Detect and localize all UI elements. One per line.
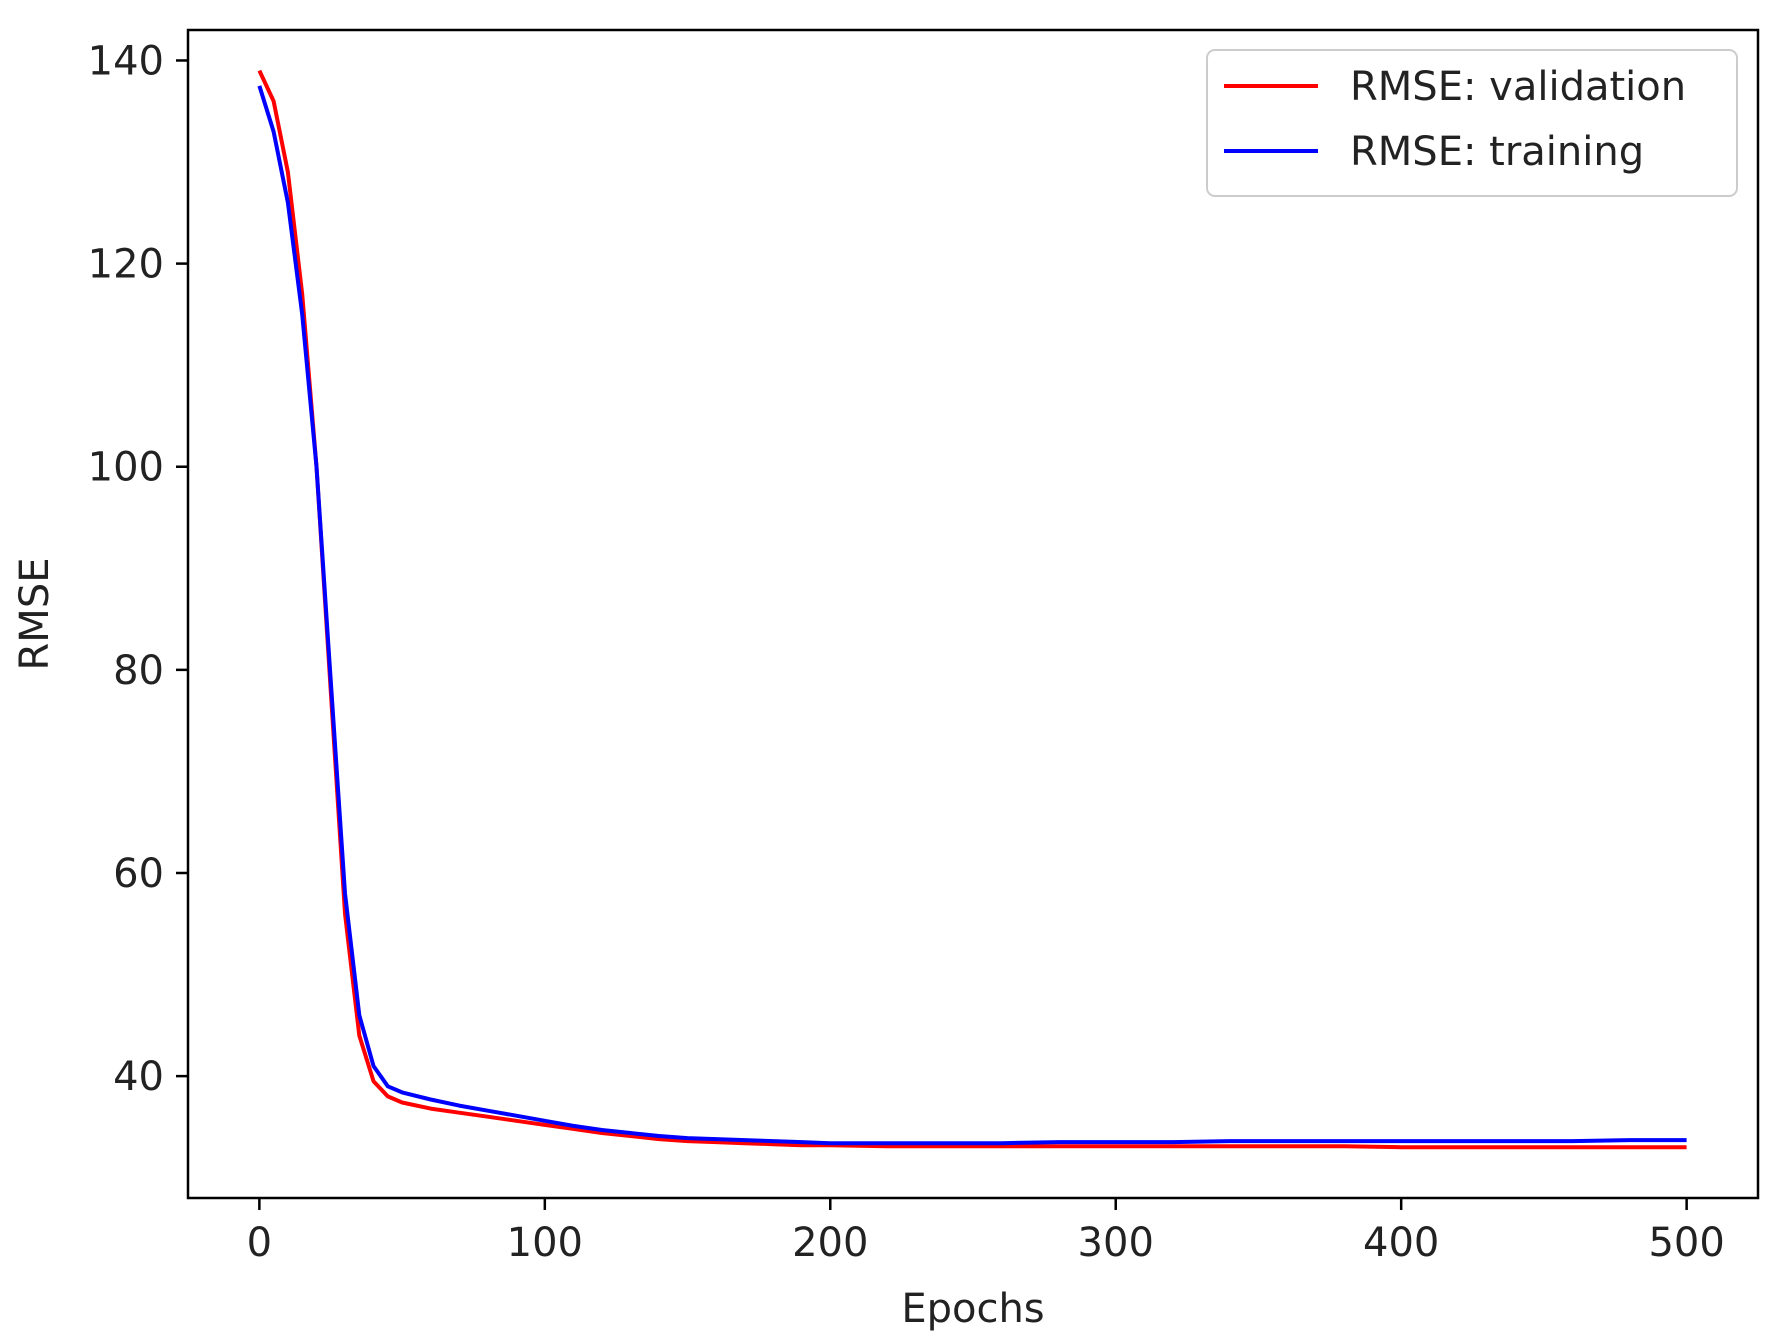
plot-frame xyxy=(186,28,1760,1200)
x-tick-label: 500 xyxy=(1648,1220,1724,1266)
y-tick-label: 80 xyxy=(113,648,164,694)
x-tick-label: 400 xyxy=(1363,1220,1439,1266)
x-axis-label: Epochs xyxy=(901,1286,1044,1332)
y-tick-label: 140 xyxy=(88,38,164,84)
y-tick-label: 40 xyxy=(113,1054,164,1100)
legend-box xyxy=(1206,49,1738,197)
y-tick-label: 100 xyxy=(88,445,164,491)
legend-label-training: RMSE: training xyxy=(1350,129,1644,175)
x-tick-label: 100 xyxy=(507,1220,583,1266)
plot-layer xyxy=(257,69,1687,1150)
y-tick-label: 120 xyxy=(88,242,164,288)
tick-layer: 0 100 200 300 400 500 40 60 80 100 120 140 xyxy=(88,38,1725,1266)
series-line-validation xyxy=(257,69,1687,1150)
y-axis-label: RMSE xyxy=(12,558,58,671)
legend-label-validation: RMSE: validation xyxy=(1350,64,1686,110)
legend: RMSE: validation RMSE: training xyxy=(1206,49,1738,197)
y-tick-label: 60 xyxy=(113,851,164,897)
x-tick-label: 200 xyxy=(792,1220,868,1266)
x-tick-label: 0 xyxy=(247,1220,272,1266)
series-line-training xyxy=(257,85,1687,1146)
x-tick-label: 300 xyxy=(1078,1220,1154,1266)
